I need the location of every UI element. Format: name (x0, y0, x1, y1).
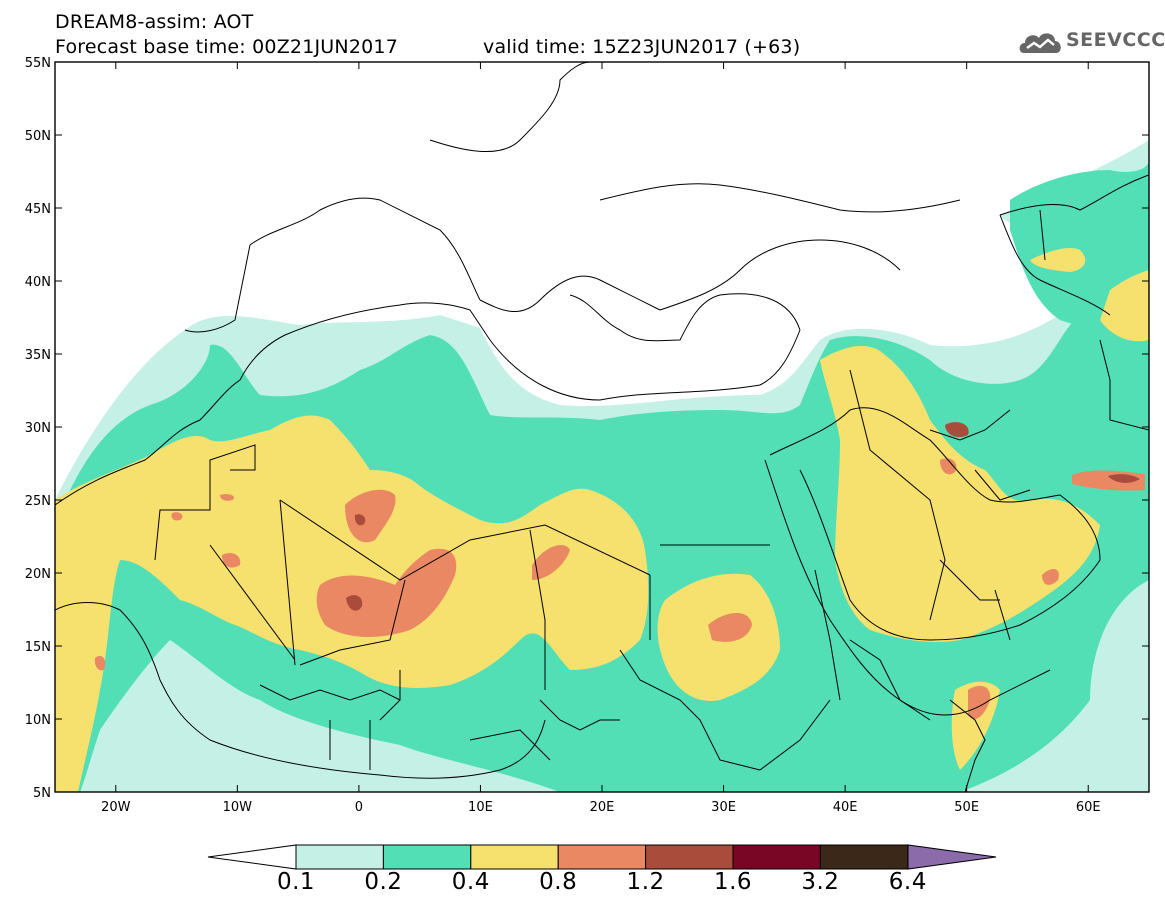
lon-tick-group: 20W 10W 0 10E 20E 30E 40E 50E 60E (101, 62, 1101, 815)
colorbar-box (295, 844, 384, 870)
colorbar-box (819, 844, 909, 870)
seevccc-logo: SEEVCCC (1018, 26, 1165, 56)
colorbar (207, 844, 997, 870)
colorbar-level-label: 0.1 (276, 869, 316, 895)
colorbar-under-triangle (207, 844, 297, 870)
lat-tick-label: 35N (25, 348, 51, 363)
lat-tick-label: 10N (25, 713, 51, 728)
lat-tick-label: 20N (25, 567, 51, 582)
lat-tick-label: 40N (25, 275, 51, 290)
lon-tick-label: 30E (711, 800, 736, 815)
title-line-2: Forecast base time: 00Z21JUN2017 valid ti… (55, 36, 800, 58)
lon-tick-label: 20W (101, 800, 131, 815)
lon-tick-label: 20E (590, 800, 615, 815)
lat-tick-label: 50N (25, 129, 51, 144)
lat-tick-label: 5N (33, 786, 51, 801)
colorbar-level-label: 1.6 (713, 869, 753, 895)
lat-tick-label: 15N (25, 640, 51, 655)
lat-tick-label: 55N (25, 56, 51, 71)
aot-band-0-8 (94, 458, 1145, 720)
lat-tick-label: 30N (25, 421, 51, 436)
aot-band-1-2 (346, 422, 1140, 611)
colorbar-over-triangle (907, 844, 997, 870)
lat-tick-label: 45N (25, 202, 51, 217)
lon-tick-label: 0 (355, 800, 363, 815)
colorbar-boxes (295, 844, 909, 870)
colorbar-level-label: 6.4 (888, 869, 927, 895)
colorbar-box (470, 844, 559, 870)
colorbar-level-label: 0.4 (451, 869, 490, 895)
lat-tick-label: 25N (25, 494, 51, 509)
lon-tick-label: 10W (223, 800, 253, 815)
logo-text: SEEVCCC (1066, 29, 1165, 51)
title-line-1: DREAM8-assim: AOT (55, 11, 254, 33)
lon-tick-label: 50E (954, 800, 979, 815)
colorbar-box (382, 844, 472, 870)
colorbar-level-label: 0.8 (539, 869, 578, 895)
coastlines (55, 62, 1149, 792)
base-time-label: Forecast base time: 00Z21JUN2017 (55, 36, 398, 58)
colorbar-box (557, 844, 647, 870)
colorbar-level-label: 3.2 (801, 869, 840, 895)
lat-tick-group: 5N 10N 15N 20N 25N 30N 35N 40N 45N 50N 55N (25, 56, 1149, 801)
lon-tick-label: 60E (1076, 800, 1101, 815)
cloud-logo-icon (1019, 33, 1061, 53)
colorbar-box (645, 844, 734, 870)
colorbar-level-label: 0.2 (364, 869, 403, 895)
colorbar-level-label: 1.2 (626, 869, 665, 895)
valid-time-label: valid time: 15Z23JUN2017 (+63) (483, 36, 801, 58)
colorbar-box (732, 844, 821, 870)
lon-tick-label: 10E (468, 800, 493, 815)
lon-tick-label: 40E (833, 800, 858, 815)
